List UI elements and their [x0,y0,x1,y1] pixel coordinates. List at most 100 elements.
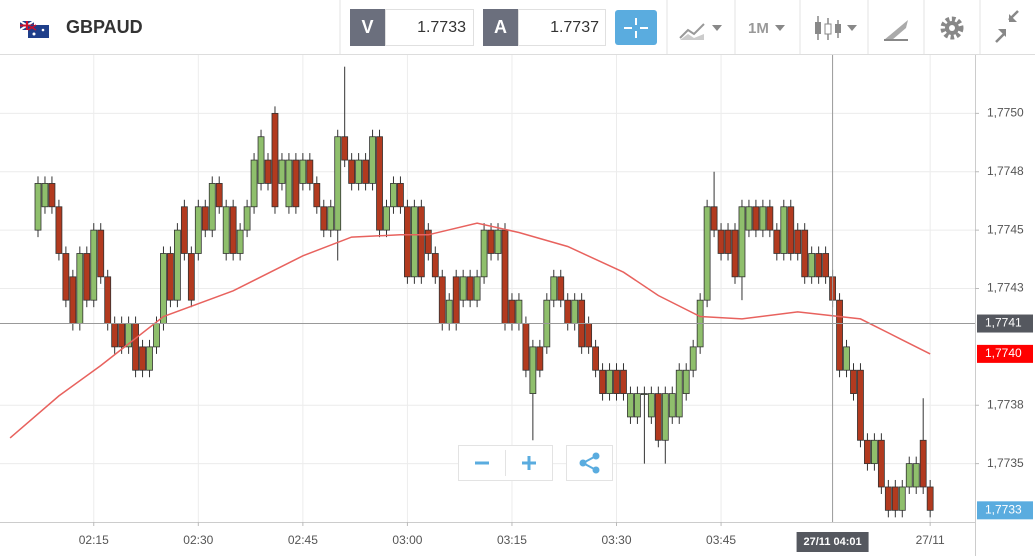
drawing-tool-button[interactable] [884,20,908,41]
ask-box[interactable] [518,9,606,46]
candle-body [327,206,335,231]
plot-area: 1,7750 1,7748 1,7745 1,7743 1,7738 1,7735 02:1… [0,55,1033,556]
candle-body [229,206,237,254]
candle-body [257,136,265,184]
price-badge [977,344,1033,363]
bid-label: V [361,17,373,37]
candle-body [898,486,906,511]
candle-body [480,229,488,278]
candle-body [146,346,153,371]
x-tick-label: 02:30 [183,533,213,547]
candle-body [815,253,823,278]
candle-body [647,393,655,418]
candle-body [139,346,146,371]
candle-body [592,346,599,371]
y-tick-label: 1,7735 [987,456,1024,470]
candle-body [620,369,627,394]
candle-body [452,276,460,324]
candle-type-button[interactable] [815,16,857,40]
header: GBPAUD V 1.7733 A 1.7737 1M [0,0,1035,55]
candle-body [459,276,467,301]
candle-body [508,299,516,324]
candle-body [654,393,662,441]
candle-body [515,299,523,324]
candle-body [445,299,453,324]
candle-body [808,253,816,278]
candle-body [682,369,690,394]
x-tick-label: 02:45 [288,533,318,547]
crosshair-button[interactable] [615,10,657,45]
candle-body [773,229,781,254]
candle-body [759,206,767,231]
share-button[interactable] [579,452,600,474]
candle-body [271,112,279,208]
candle-body [62,253,70,301]
candle-body [564,299,572,324]
candle-body [48,183,56,208]
candle-body [362,159,369,184]
x-tick-label: 03:00 [392,533,422,547]
candle-body [90,229,98,301]
candle-body [306,159,314,184]
candle-body [236,229,244,254]
candle-body [132,323,139,371]
settings-button[interactable] [940,16,964,40]
x-tick-label: 03:15 [497,533,527,547]
candle-body [194,206,202,254]
candle-body [348,159,356,184]
candle-body [341,136,349,161]
ask-label: A [494,17,507,37]
ask-badge[interactable] [483,9,518,46]
candle-body [703,206,711,301]
candle-body [215,183,223,208]
y-tick-label: 1,7745 [987,222,1024,236]
bid-box[interactable] [385,9,474,46]
candle-body [208,183,216,231]
candle-body [355,159,363,184]
candle-body [299,159,307,184]
candle-body [264,159,272,184]
candle-body [334,136,342,231]
zoom-in-button[interactable] [522,456,536,470]
ask-price: 1.7737 [550,19,599,36]
candle-body [599,369,606,394]
candle-body [278,159,286,184]
candle-body [243,206,251,231]
candle-body [710,206,718,231]
candle-body [160,253,167,324]
chart-type-button[interactable] [679,23,722,40]
bid-badge[interactable] [350,9,385,46]
candle-body [640,393,648,395]
candle-body [745,206,753,231]
candle-body [794,229,802,254]
candle-body [801,229,809,278]
x-tick-label: 03:45 [706,533,736,547]
zoom-controls [458,445,613,481]
candle-body [843,346,850,371]
candle-body [404,206,411,278]
candle-body [104,276,112,324]
candle-body [292,159,300,208]
candle-body [250,159,258,208]
candle-body [571,299,579,324]
minimize-button[interactable] [995,10,1019,43]
candle-body [487,229,495,254]
price-badge-label: 1,7741 [985,316,1022,330]
candle-body [536,346,544,371]
candle-body [627,393,634,418]
candle-body [822,253,830,278]
candle-body [891,486,899,511]
candle-body [731,229,739,278]
candle-body [473,276,481,301]
interval-button[interactable]: 1M [748,20,769,37]
price-badge [977,314,1033,333]
candle-body [864,439,871,465]
candle-body [613,369,620,394]
bid-price: 1.7733 [417,19,466,36]
candle-body [431,253,439,278]
candle-body [529,346,537,394]
symbol: GBPAUD [66,17,143,37]
candle-body [222,206,230,254]
candle-body [550,276,558,301]
